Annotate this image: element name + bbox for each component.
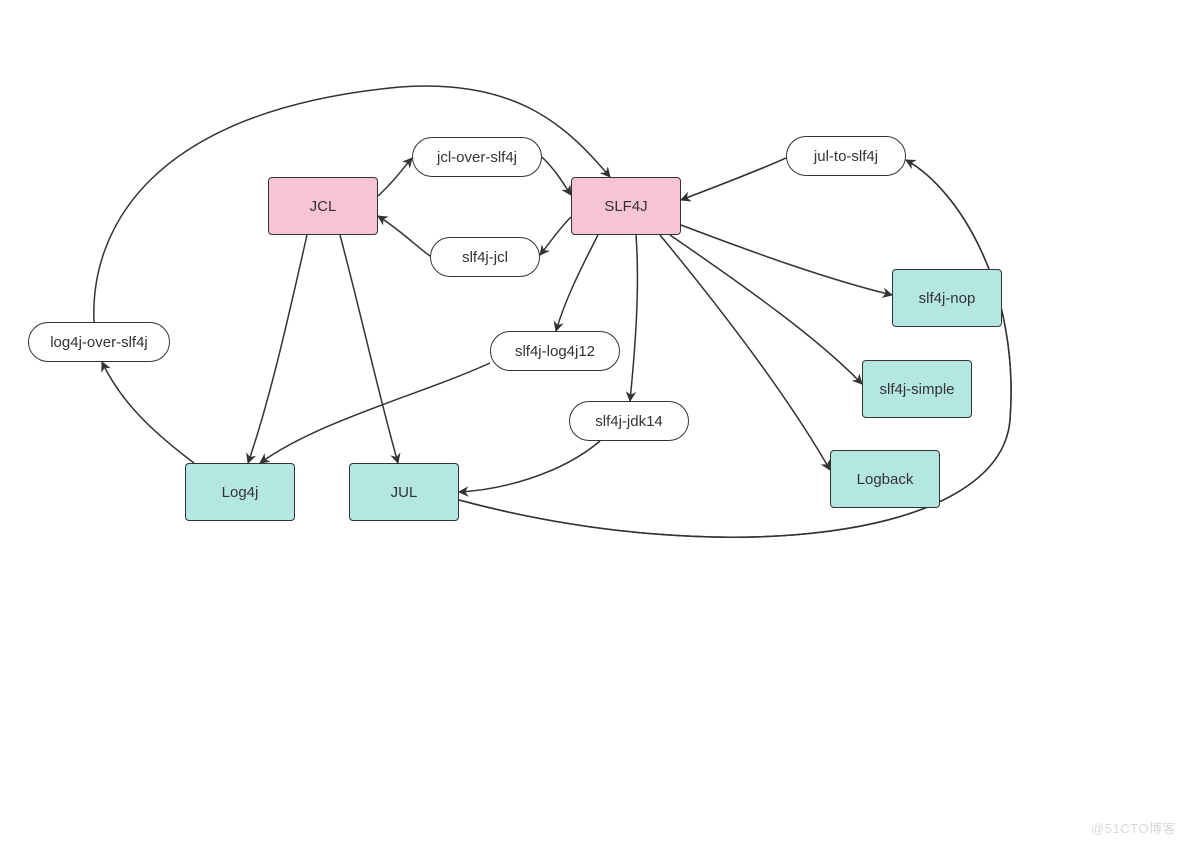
edge (660, 235, 830, 470)
edge (378, 216, 430, 256)
node-slf4j_simple: slf4j-simple (862, 360, 972, 418)
edge (670, 235, 862, 384)
node-slf4j_log4j12: slf4j-log4j12 (490, 331, 620, 371)
edge (630, 235, 637, 401)
node-jul_to_slf4j: jul-to-slf4j (786, 136, 906, 176)
edge (102, 362, 194, 463)
edge (248, 235, 307, 463)
node-slf4j: SLF4J (571, 177, 681, 235)
edge (681, 158, 786, 200)
edge (681, 225, 892, 295)
node-slf4j_jdk14: slf4j-jdk14 (569, 401, 689, 441)
node-slf4j_jcl: slf4j-jcl (430, 237, 540, 277)
edge (556, 235, 598, 331)
node-slf4j_nop: slf4j-nop (892, 269, 1002, 327)
edge (459, 441, 600, 492)
node-jcl_over_slf4j: jcl-over-slf4j (412, 137, 542, 177)
watermark: @51CTO博客 (1091, 818, 1176, 837)
edge (540, 217, 571, 255)
node-log4j_over_slf4j: log4j-over-slf4j (28, 322, 170, 362)
node-log4j: Log4j (185, 463, 295, 521)
edge (260, 363, 490, 463)
edge (378, 158, 412, 196)
node-logback: Logback (830, 450, 940, 508)
edge (681, 158, 786, 200)
edge (542, 157, 571, 195)
node-jul: JUL (349, 463, 459, 521)
edge (340, 235, 398, 463)
node-jcl: JCL (268, 177, 378, 235)
